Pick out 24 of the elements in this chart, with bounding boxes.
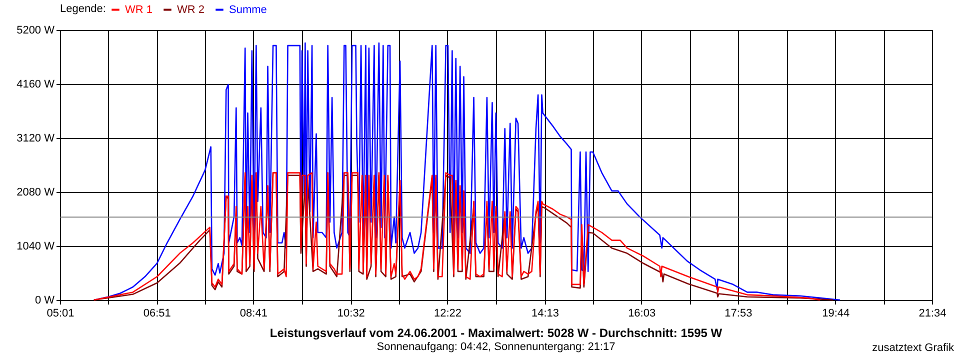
y-tick-label: 5200 W [16,24,56,36]
text: Sonnenaufgang: 04:42, Sonnenuntergang: 21:17 [376,341,616,353]
x-tick-label: 19:44 [822,308,850,320]
x-tick-label: 10:32 [337,308,365,320]
x-tick-label: 21:34 [918,308,946,320]
text: Leistungsverlauf vom 24.06.2001 - Maximalwert: 5028 W - Durchschnitt: 1595 W [270,326,723,340]
x-tick-label: 08:41 [240,308,268,320]
text: zusatztext Grafik [872,342,954,354]
legend-label: Summe [229,4,267,16]
legend-label: WR 2 [177,4,204,16]
x-tick-label: 05:01 [46,308,74,320]
x-tick-label: 14:13 [531,308,560,320]
legend-title: Legende: [60,3,106,15]
legend-label: WR 1 [125,4,152,16]
x-tick-label: 17:53 [724,308,752,320]
x-tick-label: 12:22 [434,308,462,320]
y-tick-label: 1040 W [16,240,56,252]
y-tick-label: 3120 W [16,132,56,144]
y-tick-label: 4160 W [16,78,56,90]
x-tick-label: 06:51 [143,308,171,320]
x-tick-label: 16:03 [628,308,656,320]
y-tick-label: 0 W [34,294,56,306]
line-series [93,42,841,301]
y-tick-label: 2080 W [16,186,56,198]
